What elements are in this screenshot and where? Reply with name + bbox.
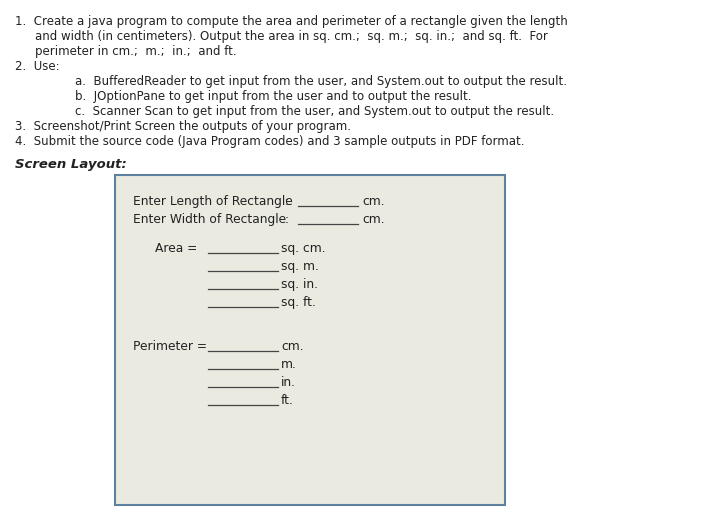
Text: and width (in centimeters). Output the area in sq. cm.;  sq. m.;  sq. in.;  and : and width (in centimeters). Output the a… <box>35 30 548 43</box>
Text: cm.: cm. <box>281 340 304 353</box>
Text: Enter Length of Rectangle: Enter Length of Rectangle <box>133 195 293 208</box>
Text: 1.  Create a java program to compute the area and perimeter of a rectangle given: 1. Create a java program to compute the … <box>15 15 568 28</box>
Text: ft.: ft. <box>281 394 294 407</box>
Text: a.  BufferedReader to get input from the user, and System.out to output the resu: a. BufferedReader to get input from the … <box>75 75 567 88</box>
Text: c.  Scanner Scan to get input from the user, and System.out to output the result: c. Scanner Scan to get input from the us… <box>75 105 554 118</box>
Text: :: : <box>285 195 289 208</box>
Text: Screen Layout:: Screen Layout: <box>15 158 127 171</box>
Text: 3.  Screenshot/Print Screen the outputs of your program.: 3. Screenshot/Print Screen the outputs o… <box>15 120 351 133</box>
Text: b.  JOptionPane to get input from the user and to output the result.: b. JOptionPane to get input from the use… <box>75 90 472 103</box>
Text: sq. m.: sq. m. <box>281 260 319 273</box>
Text: m.: m. <box>281 358 297 371</box>
Text: Enter Width of Rectangle: Enter Width of Rectangle <box>133 213 286 226</box>
Text: sq. ft.: sq. ft. <box>281 296 316 309</box>
Text: perimeter in cm.;  m.;  in.;  and ft.: perimeter in cm.; m.; in.; and ft. <box>35 45 237 58</box>
Text: cm.: cm. <box>362 195 384 208</box>
Text: 2.  Use:: 2. Use: <box>15 60 60 73</box>
Text: sq. cm.: sq. cm. <box>281 242 325 255</box>
Text: 4.  Submit the source code (Java Program codes) and 3 sample outputs in PDF form: 4. Submit the source code (Java Program … <box>15 135 524 148</box>
FancyBboxPatch shape <box>115 175 505 505</box>
Text: cm.: cm. <box>362 213 384 226</box>
Text: Area =: Area = <box>155 242 197 255</box>
Text: :: : <box>285 213 289 226</box>
Text: sq. in.: sq. in. <box>281 278 318 291</box>
Text: in.: in. <box>281 376 296 389</box>
Text: Perimeter =: Perimeter = <box>133 340 207 353</box>
